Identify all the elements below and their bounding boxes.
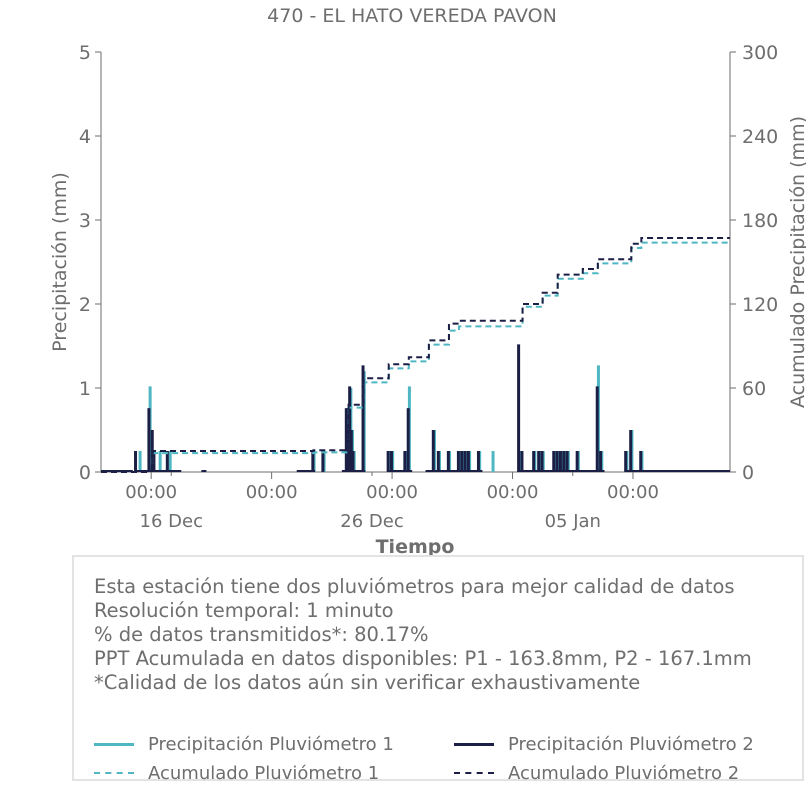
x-major-tick-label: 00:00 (607, 482, 659, 503)
x-minor-tick-label: 26 Dec (340, 511, 403, 532)
legend-label-acc2: Acumulado Pluviómetro 2 (508, 762, 740, 784)
legend-item-acc1: Acumulado Pluviómetro 1 (94, 760, 379, 786)
info-line-accumulated: PPT Acumulada en datos disponibles: P1 -… (94, 647, 752, 670)
y-axis-left-label: Precipitación (mm) (49, 172, 71, 352)
x-minor-tick-label: 16 Dec (140, 511, 203, 532)
y-left-tick-label: 0 (79, 462, 91, 484)
legend-item-acc2: Acumulado Pluviómetro 2 (454, 760, 739, 786)
info-line-two-gauges: Esta estación tiene dos pluviómetros par… (94, 575, 735, 598)
acc1-line (101, 241, 730, 473)
acc2-line (101, 237, 730, 473)
y-right-tick-label: 120 (742, 294, 778, 316)
x-major-tick-label: 00:00 (487, 482, 539, 503)
y-left-tick-label: 3 (79, 210, 91, 232)
info-line-transmitted: % de datos transmitidos*: 80.17% (94, 623, 429, 646)
y-right-tick-label: 240 (742, 126, 778, 148)
chart-title: 470 - EL HATO VEREDA PAVON (267, 5, 557, 27)
legend-item-p1: Precipitación Pluviómetro 1 (94, 731, 394, 757)
series-p2-bars (134, 344, 643, 472)
legend-label-acc1: Acumulado Pluviómetro 1 (148, 762, 380, 784)
station-info: Esta estación tiene dos pluviómetros par… (94, 575, 752, 695)
legend-swatch-acc2 (454, 772, 494, 774)
x-minor-tick-label: 05 Jan (545, 511, 601, 532)
x-axis-ticks: 00:00 00:00 00:00 00:00 00:00 16 Dec 26 Dec 05 … (125, 472, 659, 532)
plot-area (100, 52, 731, 473)
y-left-tick-label: 5 (79, 42, 91, 64)
y-right-tick-label: 180 (742, 210, 778, 232)
legend-swatch-p1 (94, 742, 134, 746)
legend-swatch-p2 (454, 742, 494, 746)
y-left-tick-label: 1 (79, 378, 91, 400)
y-left-tick-label: 2 (79, 294, 91, 316)
legend-label-p1: Precipitación Pluviómetro 1 (148, 733, 394, 755)
legend-item-p2: Precipitación Pluviómetro 2 (454, 731, 754, 757)
y-axis-right-ticks: 0 60 120 180 240 300 (730, 42, 778, 484)
y-left-tick-label: 4 (79, 126, 91, 148)
x-axis-label: Tiempo (376, 536, 455, 558)
info-line-quality-note: *Calidad de los datos aún sin verificar … (94, 671, 641, 694)
y-axis-right-label: Acumulado Precipitación (mm) (787, 116, 806, 408)
y-right-tick-label: 60 (742, 378, 766, 400)
info-legend-box: Esta estación tiene dos pluviómetros par… (72, 555, 804, 784)
x-major-tick-label: 00:00 (125, 482, 177, 503)
legend-label-p2: Precipitación Pluviómetro 2 (508, 733, 754, 755)
y-right-tick-label: 0 (742, 462, 754, 484)
accumulated-lines (101, 237, 730, 473)
x-major-tick-label: 00:00 (246, 482, 298, 503)
info-line-resolution: Resolución temporal: 1 minuto (94, 599, 394, 622)
y-right-tick-label: 300 (742, 42, 778, 64)
legend-swatch-acc1 (94, 772, 134, 774)
y-axis-left-ticks: 0 1 2 3 4 5 (79, 42, 101, 484)
x-major-tick-label: 00:00 (366, 482, 418, 503)
